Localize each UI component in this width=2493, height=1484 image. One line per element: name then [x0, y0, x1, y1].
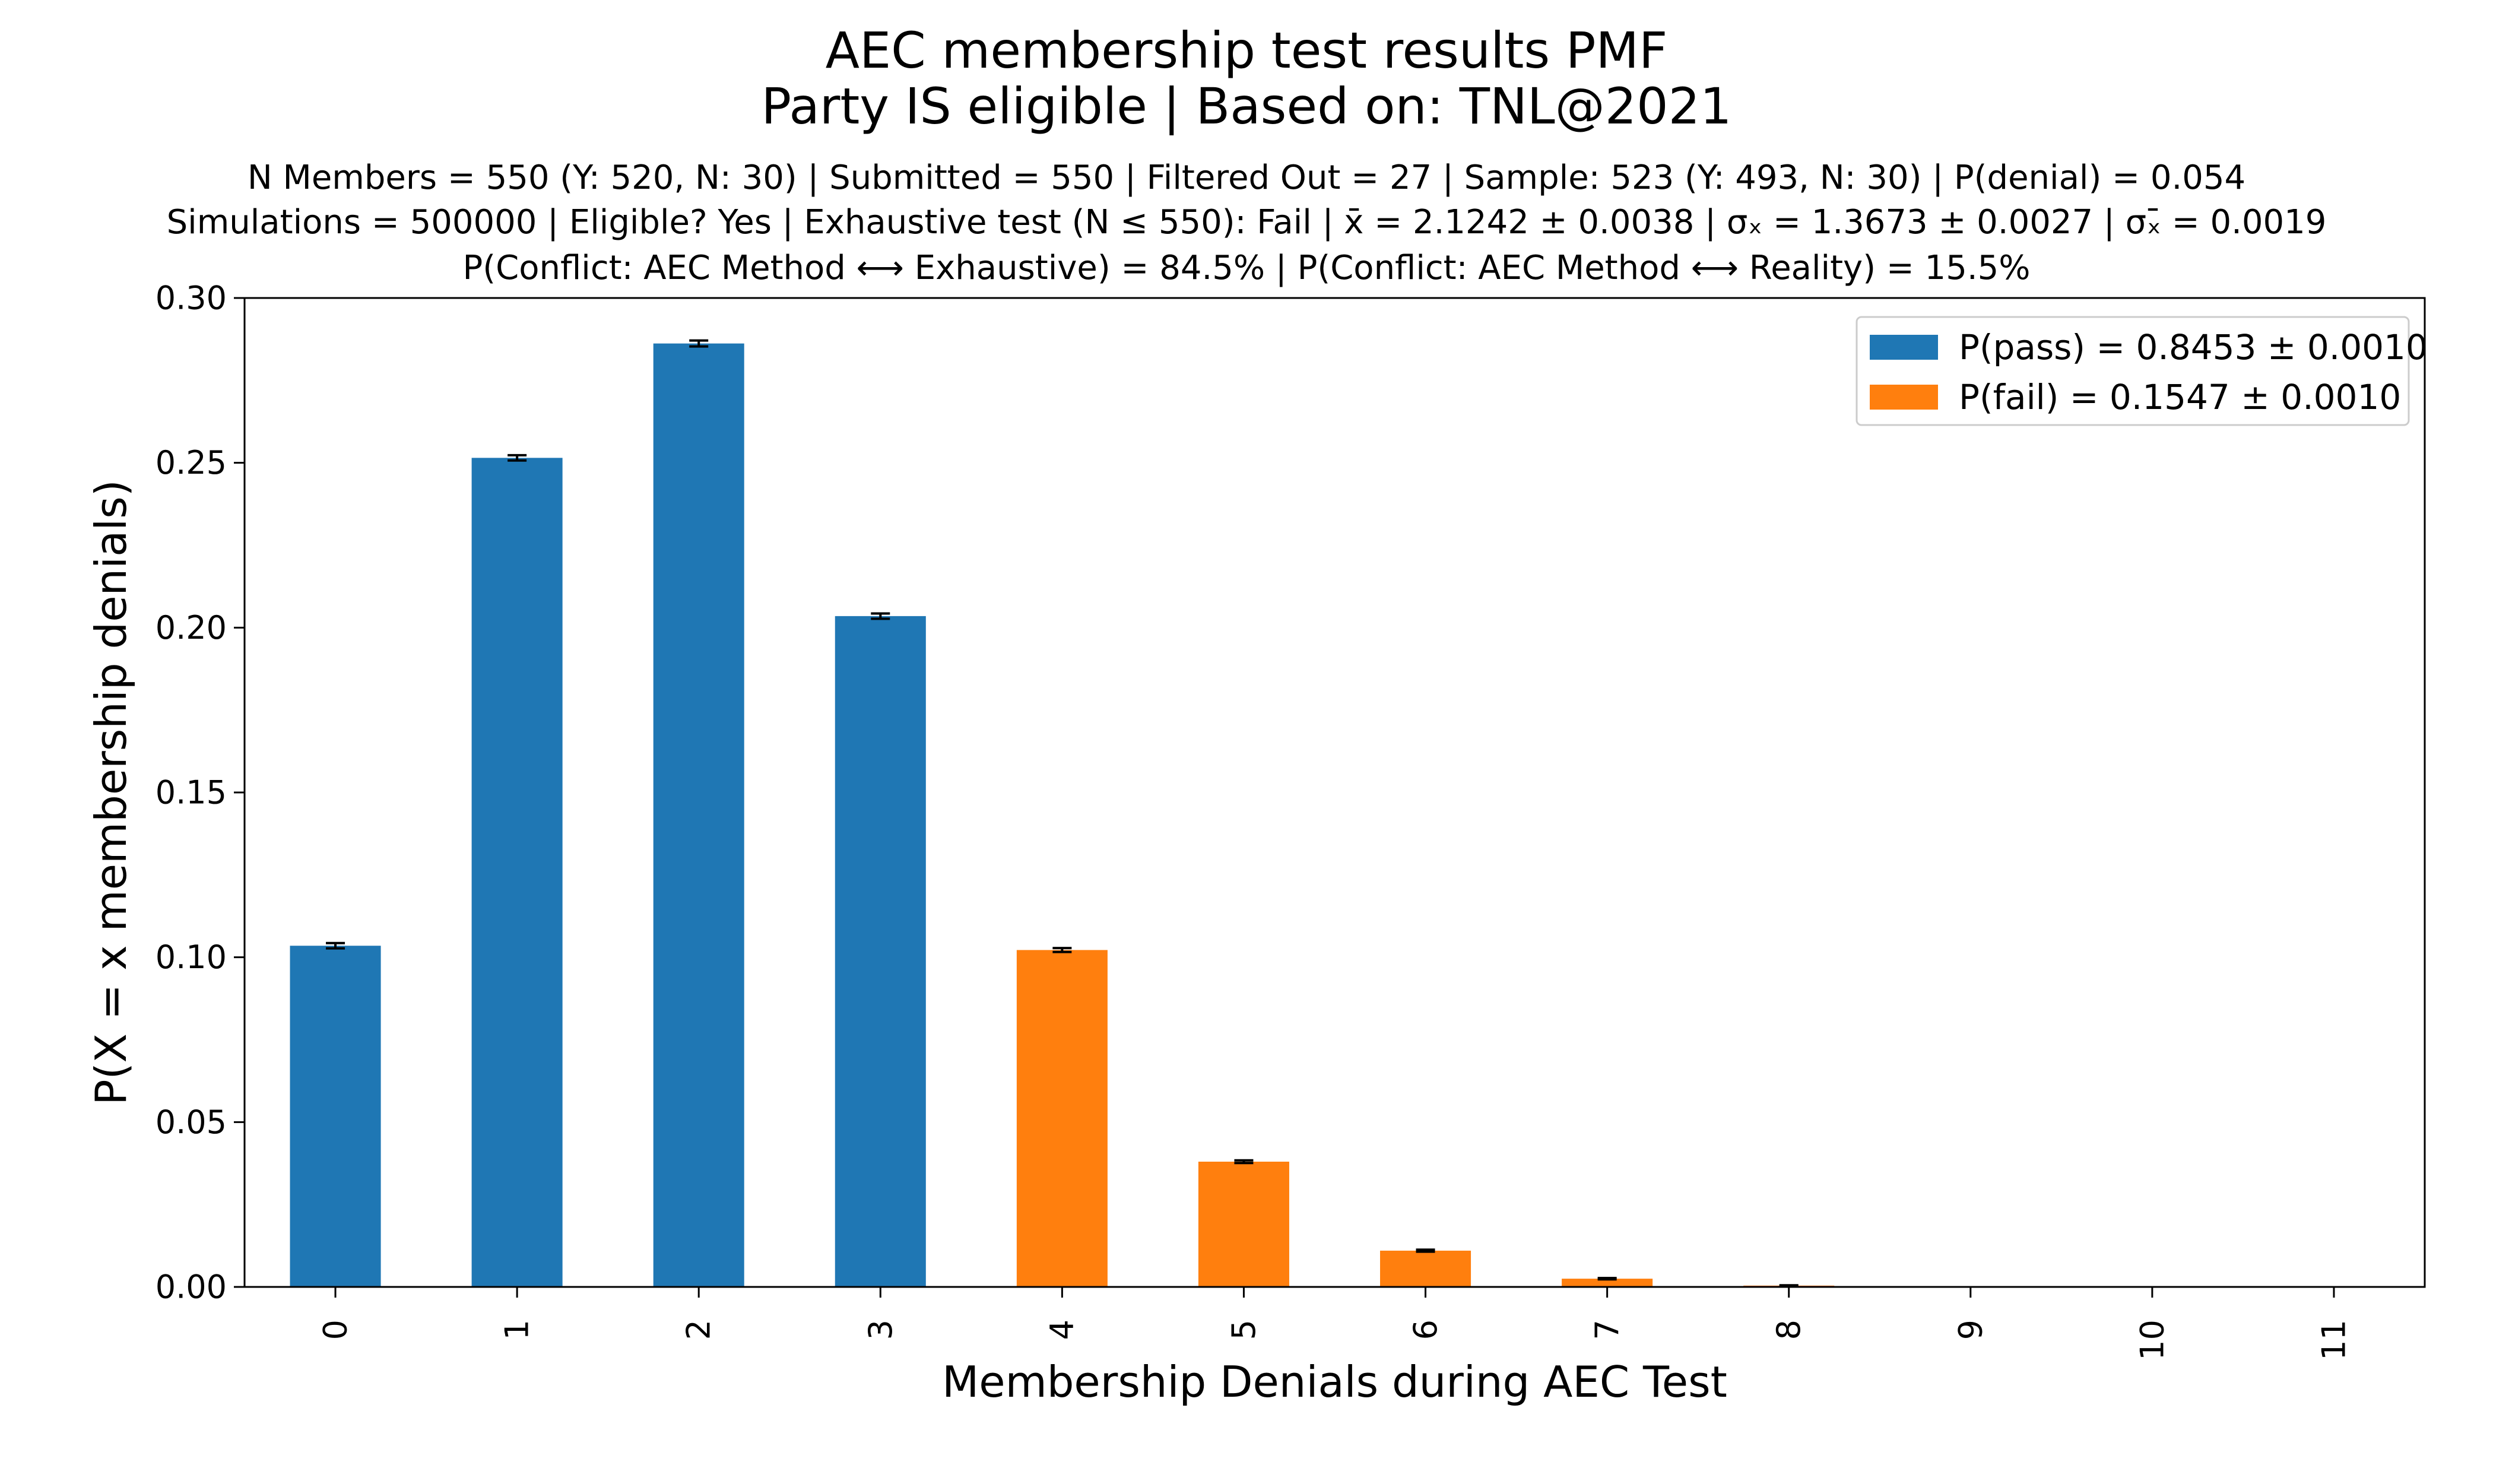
x-tick-label: 0 [317, 1320, 354, 1340]
x-tick-label: 2 [680, 1320, 718, 1340]
chart-title-line-1: AEC membership test results PMF [826, 21, 1668, 80]
error-bar-0 [326, 941, 345, 950]
y-tick-label: 0.30 [156, 280, 227, 317]
x-tick-label: 9 [1952, 1320, 1989, 1340]
y-tick-label: 0.00 [156, 1269, 227, 1306]
legend: P(pass) = 0.8453 ± 0.0010 P(fail) = 0.154… [1856, 316, 2428, 426]
legend-box [1856, 316, 2410, 426]
legend-swatch-fail [1870, 385, 1938, 410]
legend-label-pass: P(pass) = 0.8453 ± 0.0010 [1959, 327, 2428, 367]
chart-subtitle-line-2: Simulations = 500000 | Eligible? Yes | E… [167, 203, 2327, 242]
y-tick-label: 0.15 [156, 774, 227, 811]
y-tick-label: 0.25 [156, 444, 227, 481]
y-axis-label: P(X = x membership denials) [86, 480, 136, 1105]
legend-swatch-pass [1870, 335, 1938, 360]
x-tick-label: 3 [862, 1320, 899, 1340]
chart-title-line-2: Party IS eligible | Based on: TNL@2021 [761, 77, 1731, 135]
error-bar-7 [1597, 1277, 1617, 1281]
x-tick-label: 7 [1588, 1320, 1626, 1340]
error-bar-3 [871, 612, 890, 620]
x-tick-label: 8 [1770, 1320, 1807, 1340]
x-tick-label: 10 [2133, 1320, 2171, 1361]
x-tick-label: 4 [1043, 1320, 1081, 1340]
bar-3 [835, 616, 926, 1287]
chart-titles: AEC membership test results PMF Party IS… [167, 21, 2327, 287]
bar-1 [471, 458, 563, 1287]
plot-frame [243, 297, 2426, 1288]
bar-2 [653, 343, 744, 1287]
chart-subtitle-line-3: P(Conflict: AEC Method ⟷ Exhaustive) = 8… [463, 249, 2031, 287]
axis-ticks: 0 1 2 3 4 5 6 7 8 9 10 11 0.00 0.05 0.10 0.15 0.20 0.25 0.… [156, 280, 2353, 1361]
error-bar-2 [689, 339, 709, 348]
bar-5 [1198, 1161, 1289, 1287]
error-bar-5 [1234, 1159, 1254, 1165]
x-axis-label: Membership Denials during AEC Test [942, 1357, 1727, 1407]
chart-subtitle-line-1: N Members = 550 (Y: 520, N: 30) | Submit… [248, 158, 2245, 197]
x-tick-label: 1 [499, 1320, 536, 1340]
x-tick-label: 5 [1225, 1320, 1263, 1340]
x-tick-label: 11 [2315, 1320, 2352, 1361]
y-tick-label: 0.05 [156, 1104, 227, 1141]
bar-4 [1016, 950, 1108, 1287]
bar-6 [1380, 1250, 1471, 1287]
y-tick-label: 0.10 [156, 938, 227, 976]
error-bar-1 [508, 454, 527, 462]
error-bar-6 [1416, 1248, 1435, 1253]
error-bar-4 [1052, 947, 1072, 953]
error-bar-8 [1779, 1284, 1799, 1288]
bar-0 [290, 946, 381, 1287]
y-tick-label: 0.20 [156, 609, 227, 646]
plot-area [290, 339, 1835, 1288]
bar-7 [1562, 1279, 1653, 1287]
legend-label-fail: P(fail) = 0.1547 ± 0.0010 [1959, 377, 2401, 417]
x-tick-label: 6 [1407, 1320, 1444, 1340]
